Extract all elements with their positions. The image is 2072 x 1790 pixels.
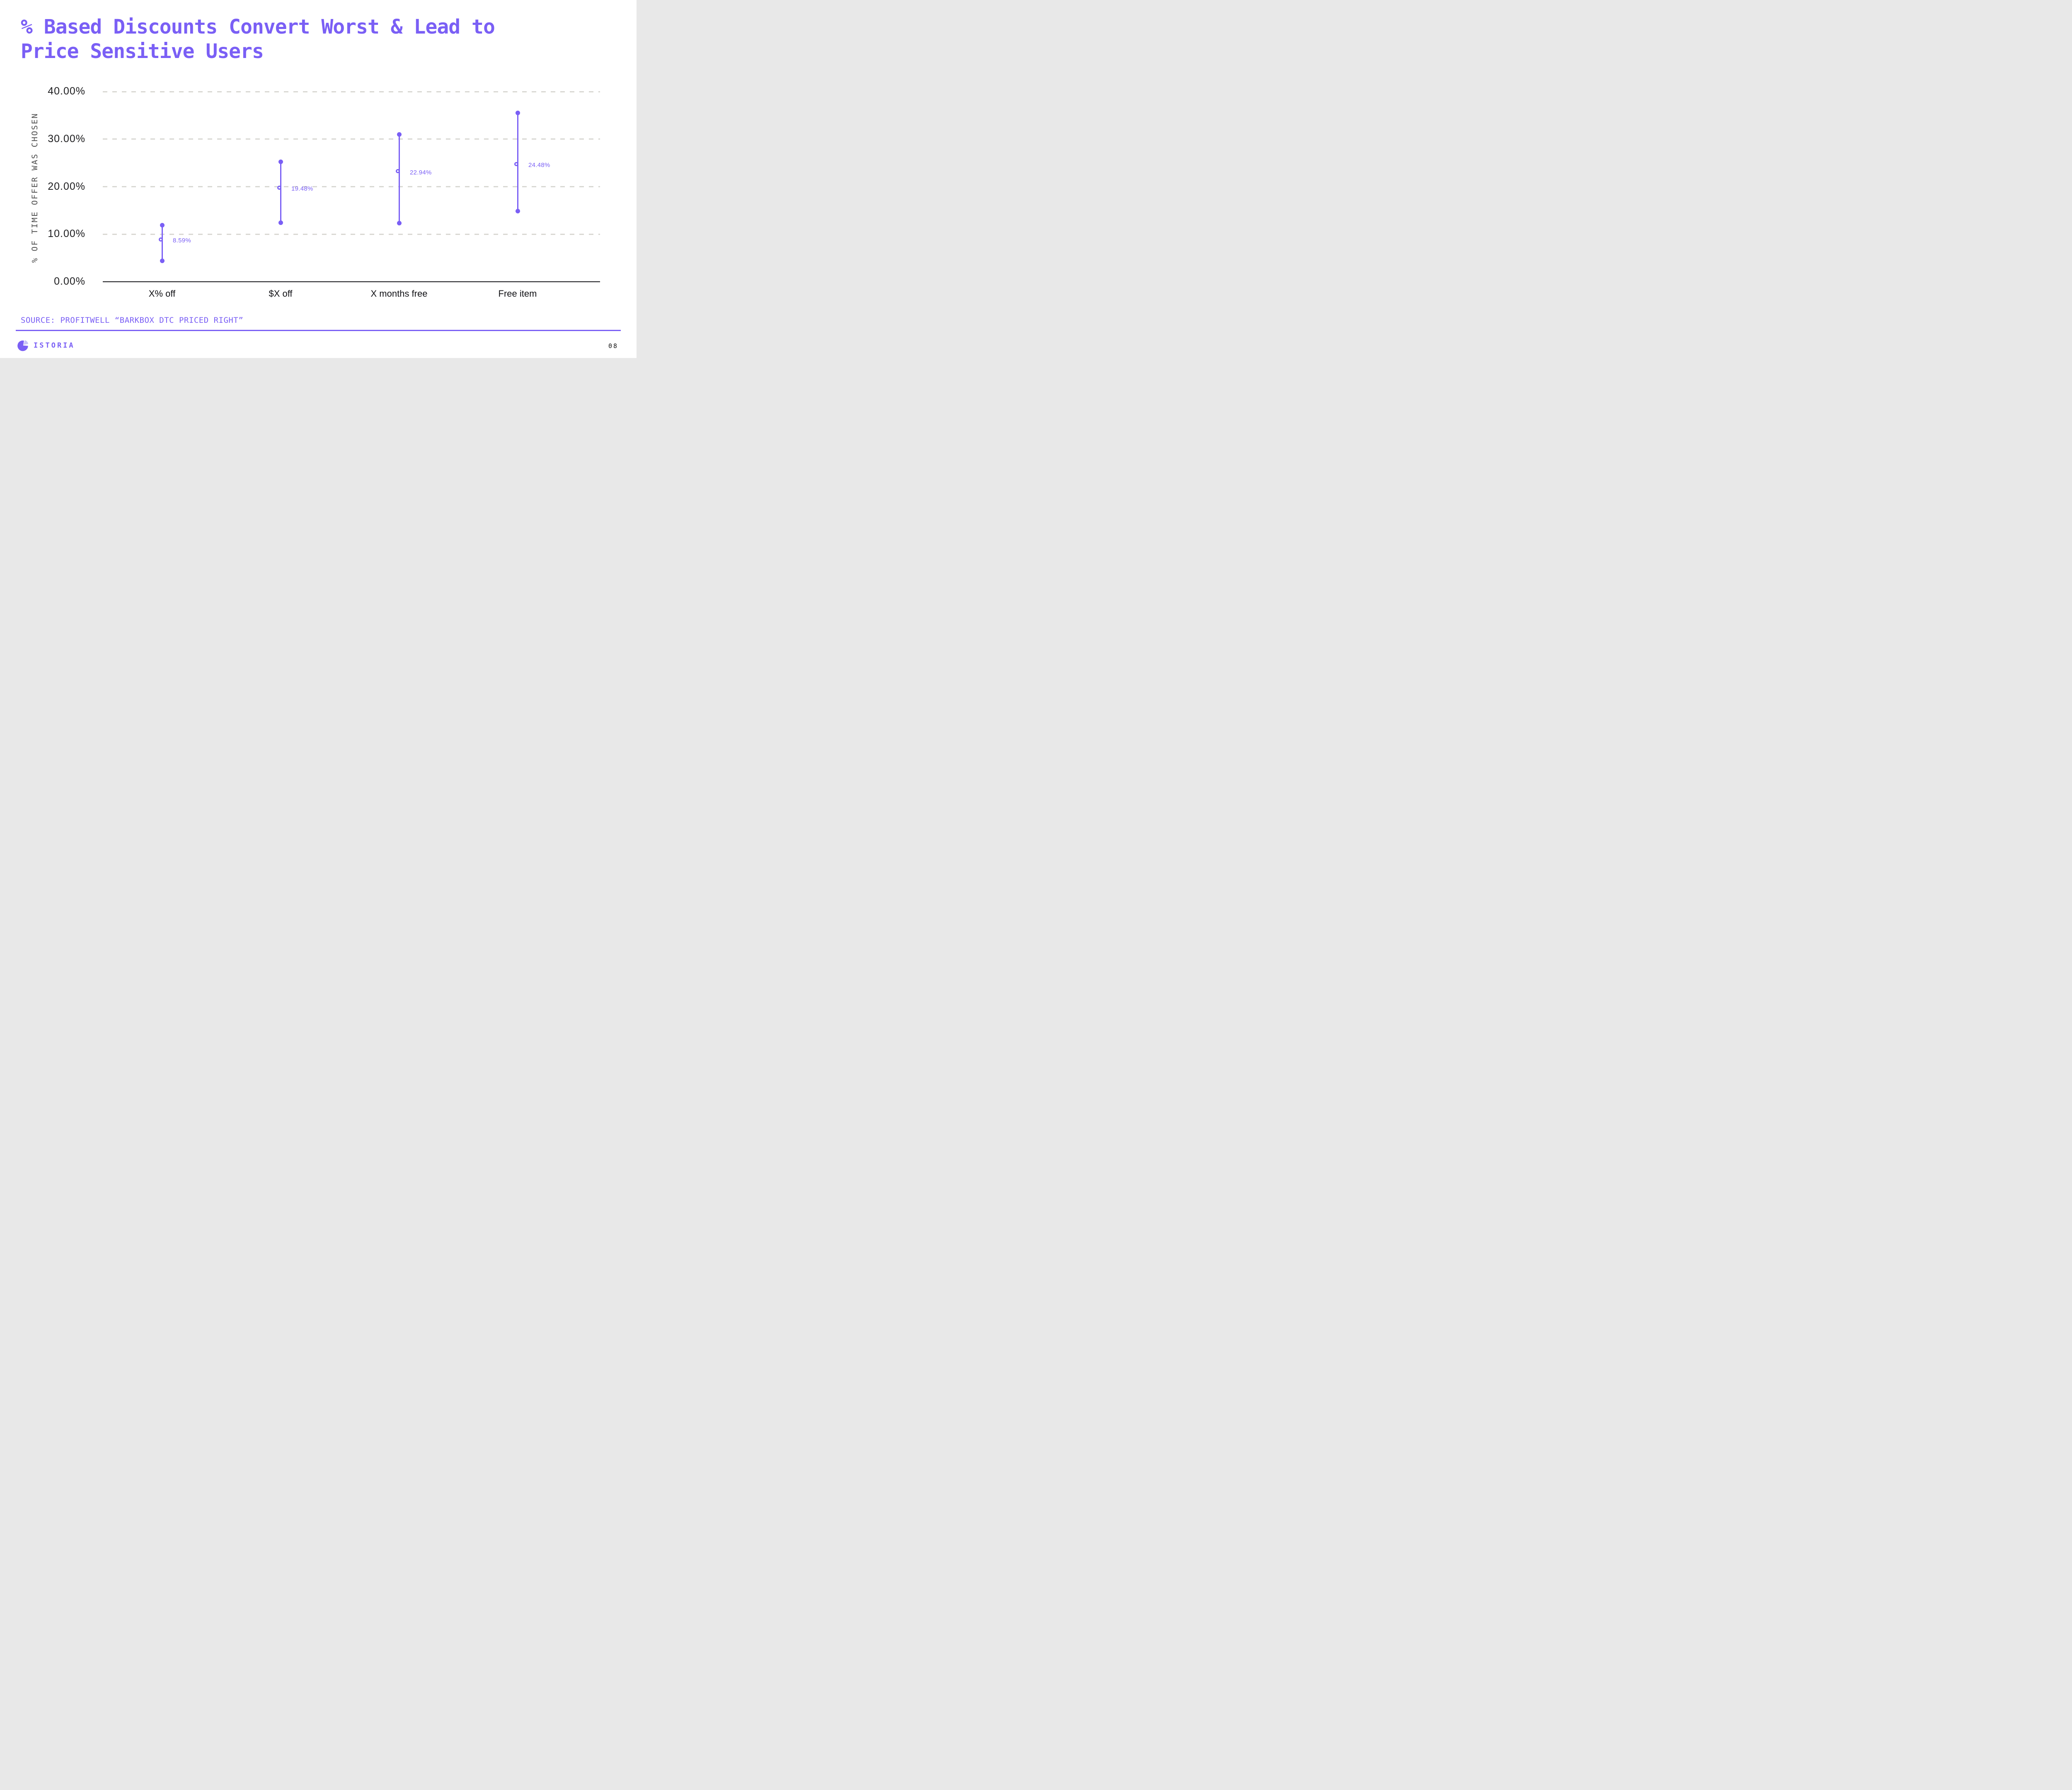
x-category-label: Free item	[498, 288, 537, 299]
slide-title-line1: % Based Discounts Convert Worst & Lead t…	[21, 15, 495, 39]
y-tick-label: 20.00%	[48, 180, 85, 192]
mean-marker	[514, 162, 518, 166]
slide-title: % Based Discounts Convert Worst & Lead t…	[21, 15, 495, 64]
range-line	[517, 113, 518, 211]
low-dot	[397, 221, 402, 226]
low-dot	[160, 259, 165, 263]
high-dot	[278, 160, 283, 164]
logo-wordmark: ISTORIA	[34, 341, 75, 350]
x-axis-line	[103, 281, 600, 282]
mean-marker	[277, 185, 281, 190]
slide-title-line2: Price Sensitive Users	[21, 40, 264, 63]
value-label: 22.94%	[410, 169, 432, 176]
footer-divider	[16, 330, 621, 331]
mean-marker	[158, 237, 163, 242]
y-tick-label: 0.00%	[54, 276, 85, 287]
slide: % Based Discounts Convert Worst & Lead t…	[0, 0, 637, 358]
high-dot	[397, 132, 402, 137]
high-dot	[515, 111, 520, 116]
gridline-20	[103, 186, 600, 187]
mean-marker	[395, 169, 400, 174]
y-tick-label: 40.00%	[48, 85, 85, 97]
gridline-30	[103, 138, 600, 140]
y-tick-label: 30.00%	[48, 133, 85, 145]
value-label: 24.48%	[528, 162, 550, 169]
gridline-10	[103, 233, 600, 235]
footer-logo: ISTORIA	[17, 340, 75, 351]
low-dot	[278, 220, 283, 225]
x-category-label: X% off	[148, 288, 176, 299]
range-line	[398, 134, 400, 223]
range-dot-chart: 40.00% 30.00% 20.00% 10.00% 0.00% 8.59% X% off…	[0, 0, 637, 358]
range-line	[161, 225, 163, 261]
source-note: SOURCE: PROFITWELL “BARKBOX DTC PRICED R…	[21, 316, 244, 325]
page-number: 08	[608, 342, 618, 350]
gridline-40	[103, 91, 600, 92]
x-category-label: $X off	[269, 288, 293, 299]
y-tick-label: 10.00%	[48, 228, 85, 240]
high-dot	[160, 223, 165, 227]
range-line	[280, 162, 281, 223]
low-dot	[515, 208, 520, 213]
value-label: 19.48%	[291, 185, 313, 193]
pie-chart-logo-icon	[17, 340, 29, 351]
value-label: 8.59%	[173, 237, 191, 244]
x-category-label: X months free	[370, 288, 428, 299]
